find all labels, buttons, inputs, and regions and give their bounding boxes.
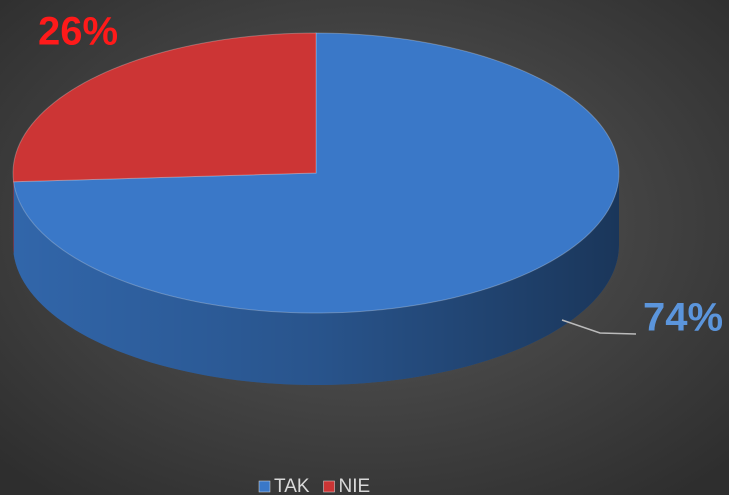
legend-label: NIE — [339, 476, 371, 495]
slice — [13, 32, 620, 314]
slice — [12, 32, 317, 183]
data-label: 74% — [643, 296, 723, 340]
slice-side-shade — [13, 173, 14, 254]
legend-swatch — [323, 480, 335, 493]
legend-swatch — [258, 480, 271, 493]
leader-line — [561, 319, 637, 335]
slice-side-shade — [13, 173, 620, 385]
data-label: 26% — [38, 10, 118, 54]
plot: 74% 26% TAK NIE — [12, 10, 723, 495]
legend-label: TAK — [274, 476, 310, 495]
